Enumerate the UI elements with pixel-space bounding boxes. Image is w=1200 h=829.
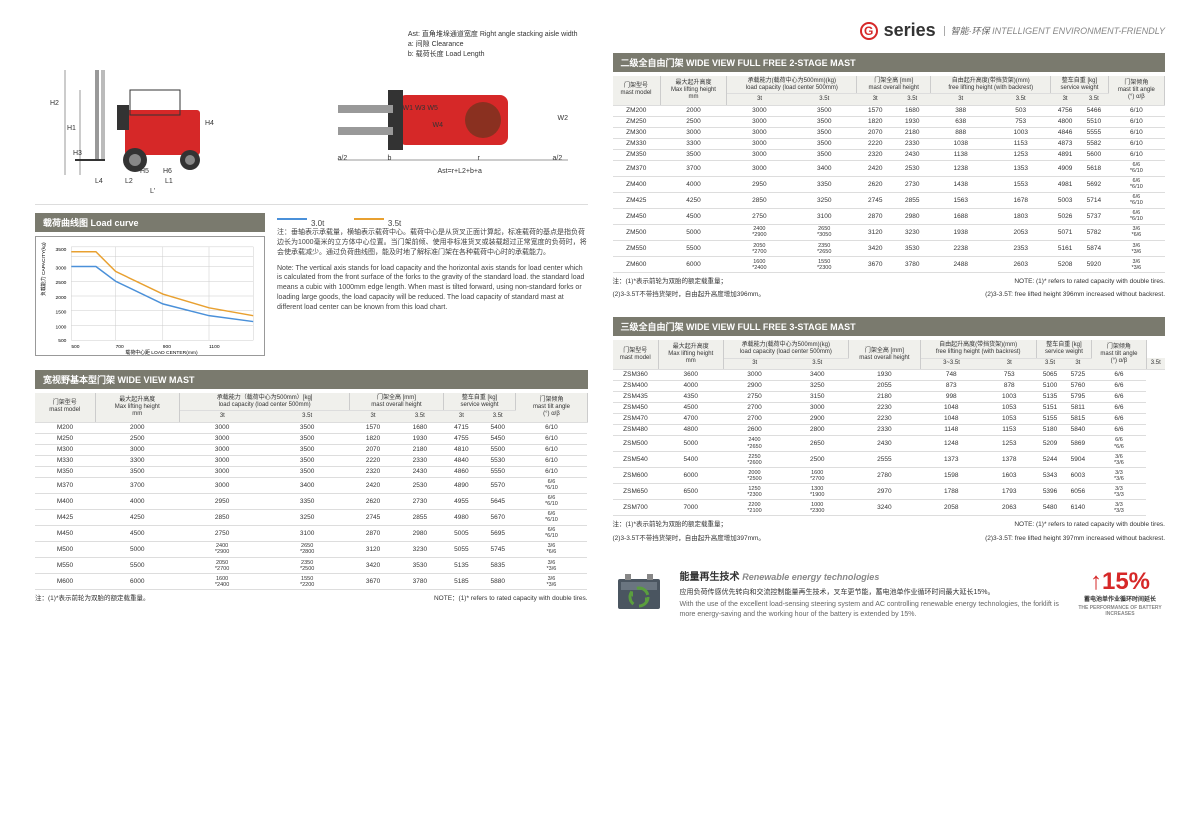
svg-text:3500: 3500 <box>55 247 66 253</box>
table1-title: 宽视野基本型门架 WIDE VIEW MAST <box>35 370 588 389</box>
renewable-section: 能量再生技术 Renewable energy technologies 应用负… <box>613 571 1166 620</box>
svg-text:1000: 1000 <box>55 324 66 330</box>
logo-g-icon: G <box>860 22 878 40</box>
svg-text:2500: 2500 <box>55 280 66 286</box>
battery-icon <box>613 571 668 616</box>
note-en: Note: The vertical axis stands for load … <box>277 264 588 313</box>
chart-legend: 3.0t 3.5t <box>277 213 588 224</box>
svg-text:2000: 2000 <box>55 295 66 301</box>
3stage-mast-table: 门架型号mast model最大起升高度Max lifting heightmm… <box>613 340 1166 516</box>
svg-text:1500: 1500 <box>55 310 66 316</box>
load-curve-title: 载荷曲线图 Load curve <box>35 213 265 232</box>
load-curve-chart: 负载能力 CAPACITY(kg) 3500 3000 2500 2000 15… <box>35 236 265 356</box>
brand-header: G series 智能·环保 INTELLIGENT ENVIRONMENT-F… <box>613 20 1166 41</box>
technical-diagram: H2 H1 H3 H4 H5 H6 L4 L2 L1 L' W1 W3 W5 W… <box>35 20 588 205</box>
svg-text:700: 700 <box>116 344 124 350</box>
2stage-mast-table: 门架型号mast model最大起升高度Max lifting heightmm… <box>613 76 1166 273</box>
svg-text:500: 500 <box>58 338 66 344</box>
svg-text:载荷中心距 LOAD CENTER(mm): 载荷中心距 LOAD CENTER(mm) <box>125 349 198 356</box>
note-cn: 注：垂轴表示承载量，横轴表示载荷中心。载荷中心是从货叉正面计算起，标准载荷的基点… <box>277 228 588 257</box>
svg-text:900: 900 <box>163 344 171 350</box>
svg-text:1100: 1100 <box>209 344 220 350</box>
table3-title: 三级全自由门架 WIDE VIEW FULL FREE 3-STAGE MAST <box>613 317 1166 336</box>
svg-text:500: 500 <box>71 344 79 350</box>
table2-title: 二级全自由门架 WIDE VIEW FULL FREE 2-STAGE MAST <box>613 53 1166 72</box>
svg-text:3000: 3000 <box>55 265 66 271</box>
percentage-highlight: ↑15% 蓄电池单作业循环时间延长 THE PERFORMANCE OF BAT… <box>1075 571 1165 618</box>
wide-view-mast-table: 门架型号mast model最大起升高度Max lifting heightmm… <box>35 393 588 590</box>
svg-text:负载能力 CAPACITY(kg): 负载能力 CAPACITY(kg) <box>40 242 47 296</box>
